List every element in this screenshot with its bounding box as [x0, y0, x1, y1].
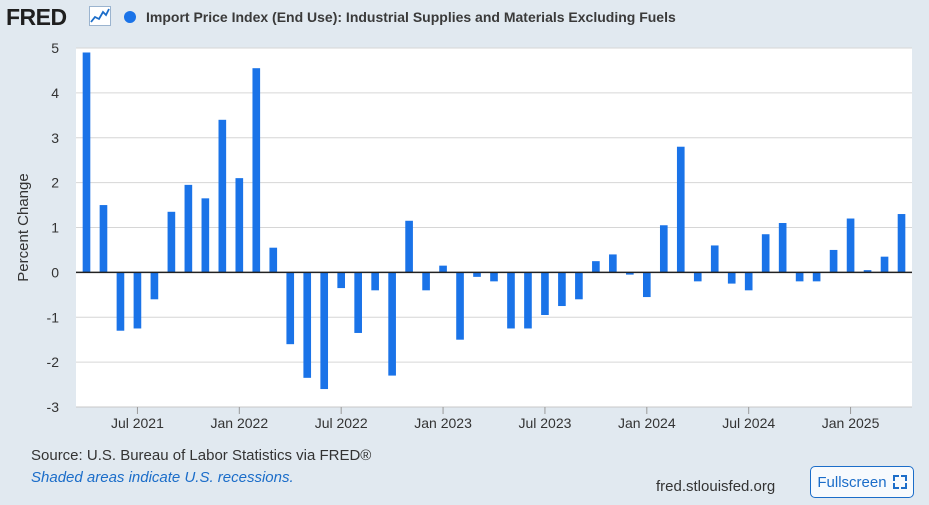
bar[interactable] — [201, 198, 210, 273]
bar[interactable] — [575, 272, 583, 300]
bar[interactable] — [303, 272, 312, 378]
bar[interactable] — [184, 184, 193, 273]
bar[interactable] — [150, 272, 159, 300]
bar[interactable] — [727, 272, 736, 284]
bar[interactable] — [388, 272, 396, 376]
bar[interactable] — [354, 272, 362, 333]
bar[interactable] — [642, 272, 651, 298]
bar[interactable] — [133, 272, 142, 329]
recession-note: Shaded areas indicate U.S. recessions. — [31, 469, 294, 486]
bar[interactable] — [761, 234, 770, 273]
bar-chart: 5 4 3 2 1 0 -1 -2 -3 Jul 2021 Jan 2022 Jul 2022 Jan… — [15, 40, 912, 431]
x-tick-label: Jan 2023 — [414, 415, 472, 431]
fred-logo[interactable]: FRED — [6, 4, 67, 30]
y-tick-label: 3 — [51, 130, 59, 146]
x-axis-ticks: Jul 2021 Jan 2022 Jul 2022 Jan 2023 Jul 2023… — [111, 407, 880, 431]
bar[interactable] — [846, 218, 855, 273]
y-tick-label: 5 — [51, 40, 59, 56]
y-axis-label: Percent Change — [15, 173, 32, 281]
y-tick-label: -3 — [47, 399, 60, 415]
bar[interactable] — [626, 272, 634, 275]
bar[interactable] — [371, 272, 379, 291]
trend-line-icon — [89, 6, 111, 26]
bar[interactable] — [609, 254, 617, 273]
x-tick-label: Jan 2022 — [211, 415, 269, 431]
bar[interactable] — [558, 272, 566, 307]
bar[interactable] — [795, 272, 804, 282]
x-tick-label: Jul 2024 — [722, 415, 775, 431]
bar[interactable] — [507, 272, 515, 329]
legend-marker — [124, 11, 136, 23]
bar[interactable] — [778, 223, 787, 273]
bar[interactable] — [235, 178, 244, 273]
fullscreen-button[interactable]: Fullscreen — [810, 466, 914, 498]
bar[interactable] — [592, 261, 600, 273]
bar[interactable] — [659, 225, 668, 273]
bars — [82, 52, 906, 390]
bar[interactable] — [167, 211, 176, 273]
bar[interactable] — [269, 247, 278, 273]
bar[interactable] — [812, 272, 821, 282]
x-tick-label: Jul 2021 — [111, 415, 164, 431]
y-tick-label: -1 — [47, 309, 60, 325]
expand-icon — [892, 475, 907, 489]
bar[interactable] — [99, 205, 108, 273]
bar[interactable] — [863, 270, 872, 273]
y-tick-label: 0 — [51, 264, 59, 280]
x-tick-label: Jul 2023 — [518, 415, 571, 431]
fullscreen-label: Fullscreen — [817, 473, 887, 491]
bar[interactable] — [541, 272, 549, 316]
source-note: Source: U.S. Bureau of Labor Statistics … — [31, 447, 372, 464]
y-tick-label: -2 — [47, 354, 60, 370]
bar[interactable] — [880, 256, 889, 273]
bar[interactable] — [422, 272, 430, 291]
x-tick-label: Jan 2025 — [822, 415, 880, 431]
bar[interactable] — [524, 272, 532, 329]
bar[interactable] — [320, 272, 329, 390]
site-url[interactable]: fred.stlouisfed.org — [656, 478, 776, 495]
bar[interactable] — [218, 119, 227, 273]
y-tick-label: 1 — [51, 220, 59, 236]
series-title[interactable]: Import Price Index (End Use): Industrial… — [146, 9, 676, 25]
bar[interactable] — [456, 272, 464, 340]
bar[interactable] — [439, 265, 447, 273]
bar[interactable] — [897, 214, 906, 273]
bar[interactable] — [693, 272, 702, 282]
bar[interactable] — [286, 272, 295, 345]
y-tick-label: 2 — [51, 175, 59, 191]
x-tick-label: Jan 2024 — [618, 415, 676, 431]
x-tick-label: Jul 2022 — [315, 415, 368, 431]
bar[interactable] — [337, 272, 346, 289]
bar[interactable] — [710, 245, 719, 273]
bar[interactable] — [676, 146, 685, 273]
bar[interactable] — [252, 68, 261, 273]
y-axis-ticks: 5 4 3 2 1 0 -1 -2 -3 — [47, 40, 60, 415]
bar[interactable] — [829, 249, 838, 273]
chart-header: FRED Import Price Index (End Use): Indus… — [0, 0, 929, 34]
bar[interactable] — [405, 220, 413, 273]
bar[interactable] — [82, 52, 91, 273]
bar[interactable] — [490, 272, 498, 282]
bar[interactable] — [744, 272, 753, 291]
bar[interactable] — [473, 272, 481, 277]
y-tick-label: 4 — [51, 85, 59, 101]
bar[interactable] — [116, 272, 125, 331]
